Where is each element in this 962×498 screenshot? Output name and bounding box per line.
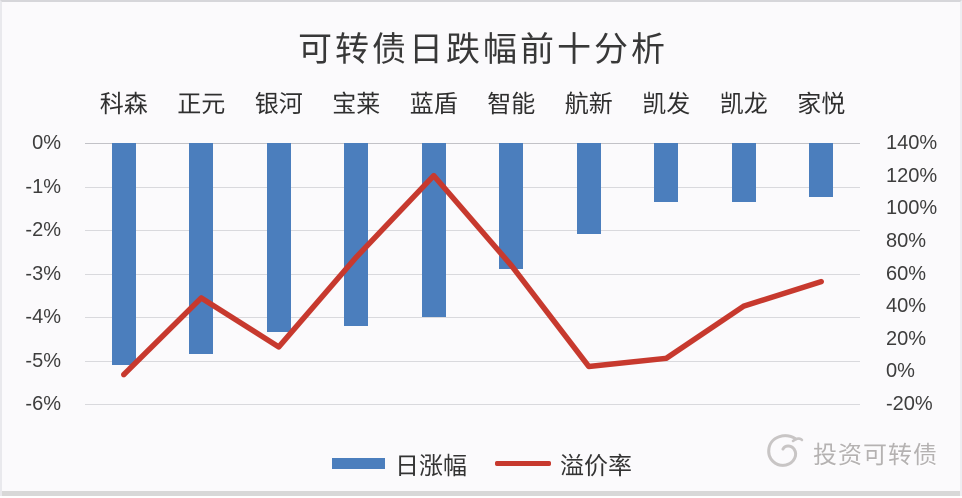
left-axis-tick: -3% [25, 262, 61, 285]
bar-航新 [576, 143, 601, 235]
line-series-label: 溢价率 [560, 453, 632, 480]
brand-logo-icon [767, 434, 804, 467]
category-label: 宝莱 [332, 91, 381, 118]
bar-series-swatch [332, 458, 385, 469]
bar-凯龙 [731, 143, 756, 202]
right-axis-tick: 120% [886, 164, 938, 187]
category-label: 航新 [564, 91, 613, 118]
gridline [85, 273, 860, 275]
left-axis-tick: -1% [25, 175, 61, 198]
category-label: 科森 [99, 91, 148, 118]
brand-watermark-text: 投资可转债 [813, 441, 938, 469]
right-axis-tick: 80% [886, 229, 927, 252]
right-axis-tick: 40% [886, 295, 927, 318]
right-axis-tick: -20% [886, 393, 933, 415]
bar-科森 [111, 143, 136, 365]
left-axis-tick: -5% [25, 349, 61, 372]
right-axis-tick: 0% [886, 360, 915, 383]
left-axis-tick: 0% [32, 132, 61, 154]
chart-legend: 日涨幅 溢价率 [332, 446, 632, 481]
category-label: 正元 [177, 91, 226, 118]
category-label: 蓝盾 [409, 91, 458, 118]
left-axis-tick: -6% [25, 393, 61, 415]
line-series-swatch [495, 461, 551, 466]
right-axis-tick: 60% [886, 262, 927, 285]
category-label: 凯发 [642, 91, 691, 118]
left-axis-tick: -4% [25, 306, 61, 328]
bar-series-label: 日涨幅 [395, 453, 467, 480]
brand-watermark: 投资可转债 [763, 432, 938, 472]
bar-家悦 [809, 143, 834, 198]
bar-凯发 [654, 143, 679, 202]
left-axis-tick: -2% [25, 219, 61, 241]
bar-宝莱 [344, 143, 369, 326]
category-label: 家悦 [797, 91, 846, 118]
right-axis-tick: 100% [886, 197, 938, 220]
gridline [85, 186, 860, 188]
gridline [85, 143, 860, 144]
right-axis-tick: 20% [886, 327, 927, 350]
gridline [85, 317, 860, 318]
gridline [85, 404, 860, 405]
gridline [85, 230, 860, 231]
category-label: 凯龙 [719, 91, 768, 118]
category-label: 智能 [487, 91, 536, 118]
gridline [85, 360, 860, 362]
bar-正元 [189, 143, 214, 354]
footer-strip [2, 491, 960, 496]
chart-title: 可转债日跌幅前十分析 [298, 32, 668, 69]
category-label: 银河 [254, 91, 303, 118]
bar-银河 [266, 143, 291, 333]
bar-蓝盾 [421, 143, 446, 317]
bar-智能 [499, 143, 524, 270]
right-axis-tick: 140% [886, 132, 938, 154]
